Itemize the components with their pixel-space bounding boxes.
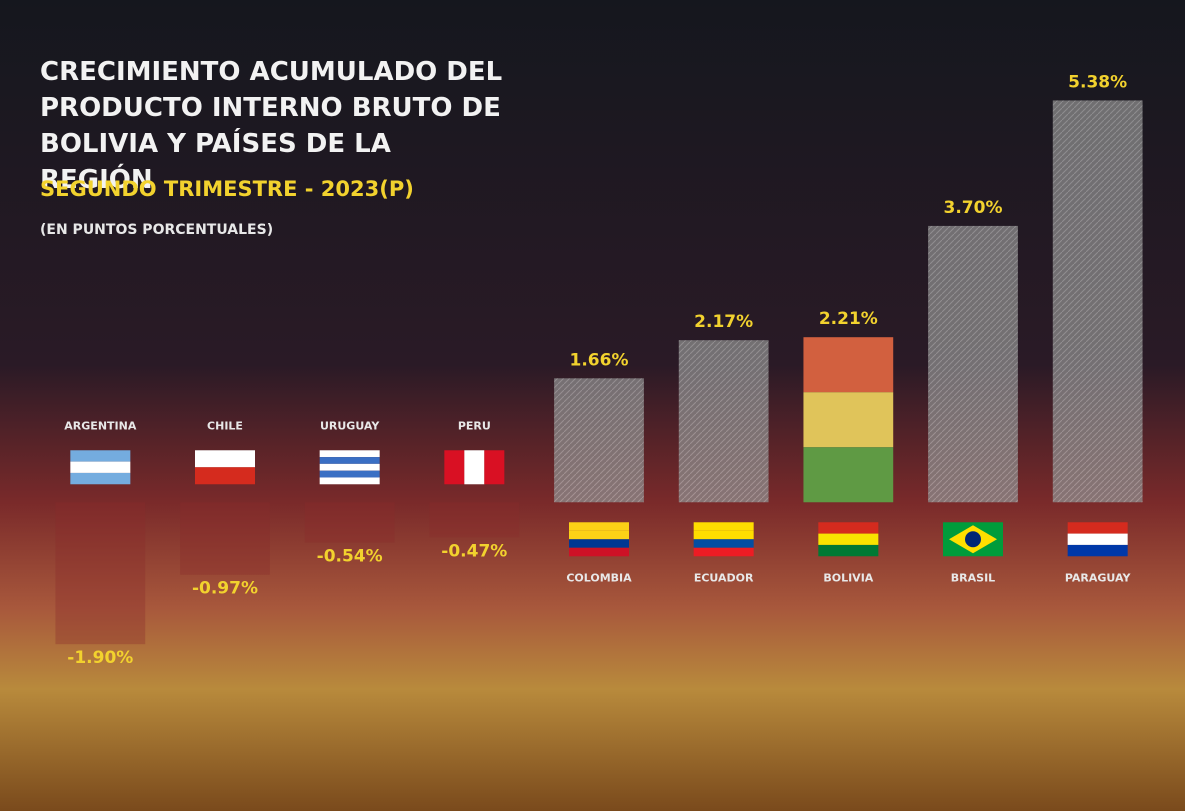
bar — [55, 502, 145, 644]
flag-stripe — [320, 471, 380, 478]
flag-stripe — [70, 462, 130, 473]
value-label: -1.90% — [67, 648, 133, 668]
flag-stripe — [694, 548, 754, 557]
flag-detail — [965, 531, 981, 547]
flag-stripe — [569, 522, 629, 531]
bar — [554, 378, 644, 502]
category-label: BRASIL — [951, 571, 995, 584]
flag-stripe — [320, 464, 380, 471]
category-label: PERU — [458, 419, 491, 432]
value-label: 1.66% — [570, 350, 629, 370]
bar — [1053, 100, 1143, 502]
flag-stripe — [569, 548, 629, 557]
value-label: -0.97% — [192, 579, 258, 599]
flag-stripe — [1068, 534, 1128, 545]
flag-stripe — [694, 522, 754, 531]
subtitle: SEGUNDO TRIMESTRE - 2023(P) — [40, 177, 414, 201]
bar — [679, 340, 769, 502]
flag-stripe — [195, 450, 255, 467]
flag-stripe — [818, 545, 878, 556]
value-label: 3.70% — [944, 198, 1003, 218]
flag-stripe — [818, 534, 878, 545]
flag-stripe — [444, 450, 464, 484]
category-label: PARAGUAY — [1065, 571, 1132, 584]
flag-stripe — [484, 450, 504, 484]
flag-stripe — [569, 539, 629, 548]
flag-stripe — [195, 467, 255, 484]
category-label: URUGUAY — [320, 419, 380, 432]
flag-stripe — [320, 450, 380, 457]
value-label: 2.17% — [694, 312, 753, 332]
bar — [180, 502, 270, 574]
flag-stripe — [1068, 522, 1128, 533]
category-label: BOLIVIA — [823, 571, 873, 584]
value-label: -0.47% — [441, 541, 507, 561]
bar — [928, 226, 1018, 502]
flag-stripe — [694, 539, 754, 548]
flag-stripe — [320, 477, 380, 484]
flag-stripe — [320, 457, 380, 464]
flag-stripe — [464, 450, 484, 484]
category-label: ARGENTINA — [64, 419, 137, 432]
flag-stripe — [694, 531, 754, 540]
chart: CRECIMIENTO ACUMULADO DELPRODUCTO INTERN… — [0, 0, 1185, 811]
bar — [305, 502, 395, 542]
value-label: -0.54% — [317, 547, 383, 567]
value-label: 2.21% — [819, 309, 878, 329]
note: (EN PUNTOS PORCENTUALES) — [40, 222, 273, 238]
flag-stripe — [818, 522, 878, 533]
bar — [803, 447, 893, 502]
flag-stripe — [569, 531, 629, 540]
bar — [803, 392, 893, 447]
value-label: 5.38% — [1068, 72, 1127, 92]
flag-stripe — [70, 450, 130, 461]
bar — [429, 502, 519, 537]
category-label: COLOMBIA — [566, 571, 632, 584]
category-label: CHILE — [207, 419, 243, 432]
flag-stripe — [1068, 545, 1128, 556]
category-label: ECUADOR — [694, 571, 754, 584]
flag-stripe — [70, 473, 130, 484]
bar — [803, 337, 893, 392]
